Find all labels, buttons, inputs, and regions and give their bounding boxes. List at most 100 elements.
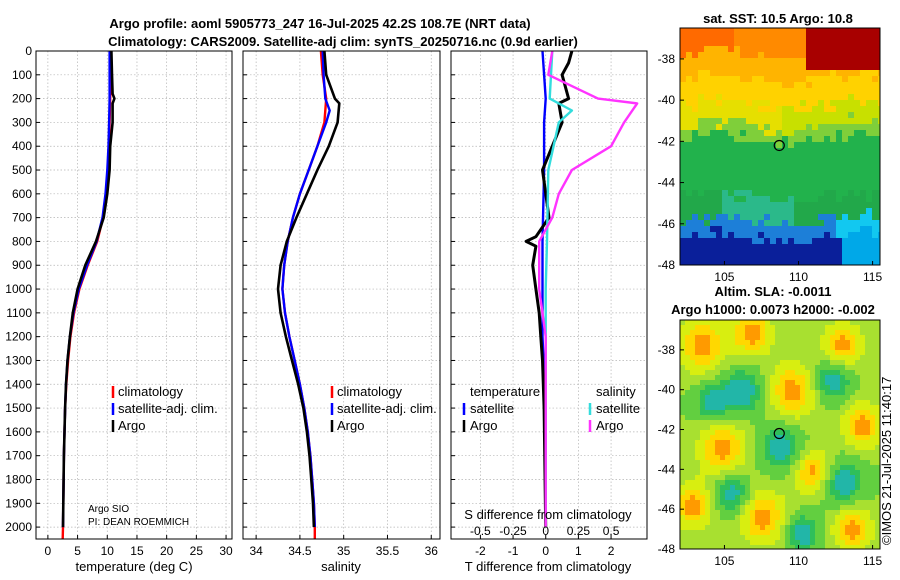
sst-cell	[800, 196, 807, 203]
map-y-tick-label: -40	[658, 93, 676, 107]
sst-cell	[818, 172, 825, 179]
sst-cell	[824, 244, 831, 251]
sst-cell	[692, 70, 699, 77]
sla-cell	[725, 385, 731, 391]
sla-cell	[750, 530, 756, 536]
sst-cell	[800, 226, 807, 233]
sst-cell	[842, 76, 849, 83]
sla-cell	[800, 535, 806, 541]
sla-cell	[755, 525, 761, 531]
sst-cell	[842, 166, 849, 173]
sla-cell	[870, 365, 876, 371]
sla-cell	[865, 425, 871, 431]
sst-cell	[734, 52, 741, 59]
sla-cell	[760, 370, 766, 376]
sla-cell	[715, 330, 721, 336]
sla-cell	[685, 380, 691, 386]
sla-cell	[750, 445, 756, 451]
sst-cell	[776, 238, 783, 245]
sst-cell	[806, 262, 813, 265]
sla-cell	[775, 340, 781, 346]
sla-cell	[765, 335, 771, 341]
sla-cell	[745, 450, 751, 456]
sla-cell	[810, 530, 816, 536]
sla-cell	[875, 335, 880, 341]
sla-cell	[850, 520, 856, 526]
sla-cell	[720, 415, 726, 421]
sla-cell	[825, 320, 831, 326]
sst-cell	[866, 76, 873, 83]
sla-cell	[755, 540, 761, 546]
sla-cell	[845, 325, 851, 331]
sla-cell	[750, 440, 756, 446]
sla-cell	[695, 440, 701, 446]
sla-cell	[835, 355, 841, 361]
sla-cell	[875, 475, 880, 481]
sst-cell	[800, 232, 807, 239]
sla-cell	[865, 415, 871, 421]
sla-cell	[740, 325, 746, 331]
sla-cell	[685, 520, 691, 526]
sst-cell	[836, 220, 843, 227]
sla-cell	[680, 390, 686, 396]
sla-cell	[715, 530, 721, 536]
sst-cell	[860, 28, 867, 35]
sst-cell	[716, 196, 723, 203]
sst-cell	[680, 190, 687, 197]
sst-cell	[722, 160, 729, 167]
sla-cell	[780, 415, 786, 421]
sla-cell	[775, 350, 781, 356]
sst-cell	[824, 220, 831, 227]
map-y-tick-label: -38	[658, 343, 676, 357]
sla-cell	[740, 395, 746, 401]
sla-cell	[815, 405, 821, 411]
sla-cell	[710, 445, 716, 451]
sla-cell	[770, 495, 776, 501]
sst-cell	[836, 112, 843, 119]
sst-cell	[704, 232, 711, 239]
sla-cell	[760, 445, 766, 451]
sla-cell	[860, 400, 866, 406]
sla-cell	[840, 440, 846, 446]
sla-cell	[690, 355, 696, 361]
sst-cell	[746, 76, 753, 83]
sst-cell	[866, 148, 873, 155]
sla-cell	[710, 440, 716, 446]
sla-cell	[740, 450, 746, 456]
sla-cell	[830, 335, 836, 341]
sla-cell	[685, 390, 691, 396]
sst-cell	[728, 94, 735, 101]
sst-cell	[878, 190, 880, 197]
sla-cell	[830, 460, 836, 466]
sst-cell	[842, 142, 849, 149]
sla-cell	[700, 525, 706, 531]
sla-cell	[695, 405, 701, 411]
sst-cell	[716, 154, 723, 161]
sst-cell	[686, 82, 693, 89]
sla-cell	[770, 540, 776, 546]
sst-cell	[866, 130, 873, 137]
sla-cell	[825, 390, 831, 396]
sla-cell	[800, 500, 806, 506]
sla-cell	[830, 440, 836, 446]
sla-cell	[715, 545, 721, 549]
sst-cell	[716, 208, 723, 215]
sla-cell	[780, 450, 786, 456]
sla-cell	[835, 410, 841, 416]
sst-cell	[794, 160, 801, 167]
sla-cell	[815, 465, 821, 471]
sla-cell	[770, 430, 776, 436]
sst-cell	[866, 58, 873, 65]
sla-cell	[830, 385, 836, 391]
map-y-tick-label: -46	[658, 217, 676, 231]
sla-cell	[735, 370, 741, 376]
sla-cell	[710, 455, 716, 461]
sla-cell	[790, 470, 796, 476]
sla-cell	[855, 475, 861, 481]
sla-cell	[755, 530, 761, 536]
sst-cell	[824, 208, 831, 215]
sla-cell	[755, 450, 761, 456]
sla-cell	[835, 530, 841, 536]
sst-cell	[680, 256, 687, 263]
sla-cell	[800, 400, 806, 406]
